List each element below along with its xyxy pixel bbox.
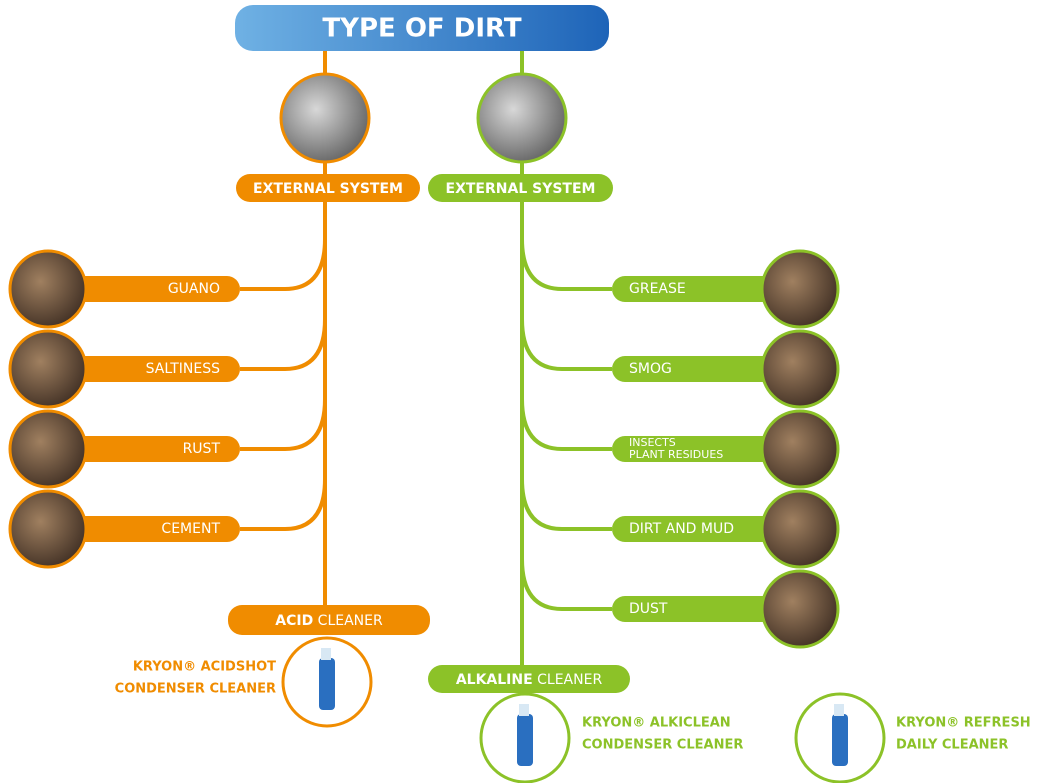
photo: [10, 411, 86, 487]
item-label: SALTINESS: [146, 361, 220, 377]
product-name: CONDENSER CLEANER: [115, 682, 276, 697]
cleaner-rest: CLEANER: [537, 672, 602, 688]
item-label: GUANO: [168, 281, 220, 297]
photo: [281, 74, 369, 162]
connector: [522, 319, 612, 369]
connector: [522, 479, 612, 529]
cleaner-bold: ACID: [275, 613, 313, 629]
photo: [762, 251, 838, 327]
photo: [478, 74, 566, 162]
photo: [762, 331, 838, 407]
bottle: [319, 658, 335, 710]
connector: [240, 479, 325, 529]
bottle-cap: [519, 704, 529, 716]
bottle: [517, 714, 533, 766]
cleaner-label: ACID CLEANER: [275, 613, 383, 629]
photo: [10, 331, 86, 407]
diagram: TYPE OF DIRT EXTERNAL SYSTEM GUANO SALTINE…: [0, 0, 1056, 783]
item-label: CEMENT: [161, 521, 220, 537]
cleaner-bold: ALKALINE: [456, 672, 533, 688]
cleaner-label: ALKALINE CLEANER: [456, 672, 603, 688]
item-label: PLANT RESIDUES: [629, 448, 723, 461]
bottle: [832, 714, 848, 766]
product-name: KRYON® ACIDSHOT: [133, 660, 276, 675]
connector: [240, 399, 325, 449]
item-label: DIRT AND MUD: [629, 521, 734, 537]
branch-label: EXTERNAL SYSTEM: [253, 181, 403, 197]
photo: [10, 491, 86, 567]
connector: [522, 239, 612, 289]
photo: [10, 251, 86, 327]
connector: [240, 239, 325, 289]
item-label: SMOG: [629, 361, 672, 377]
product-name: DAILY CLEANER: [896, 738, 1008, 753]
product-name: CONDENSER CLEANER: [582, 738, 743, 753]
product-name: KRYON® ALKICLEAN: [582, 716, 731, 731]
bottle-cap: [321, 648, 331, 660]
product-name: KRYON® REFRESH: [896, 716, 1031, 731]
photo: [762, 491, 838, 567]
item-label: DUST: [629, 601, 668, 617]
cleaner-rest: CLEANER: [318, 613, 383, 629]
connector: [522, 399, 612, 449]
item-label: GREASE: [629, 281, 686, 297]
bottle-cap: [834, 704, 844, 716]
item-label: RUST: [183, 441, 221, 457]
connector: [240, 319, 325, 369]
title: TYPE OF DIRT: [322, 14, 521, 44]
photo: [762, 571, 838, 647]
photo: [762, 411, 838, 487]
connector: [522, 559, 612, 609]
branch-label: EXTERNAL SYSTEM: [446, 181, 596, 197]
